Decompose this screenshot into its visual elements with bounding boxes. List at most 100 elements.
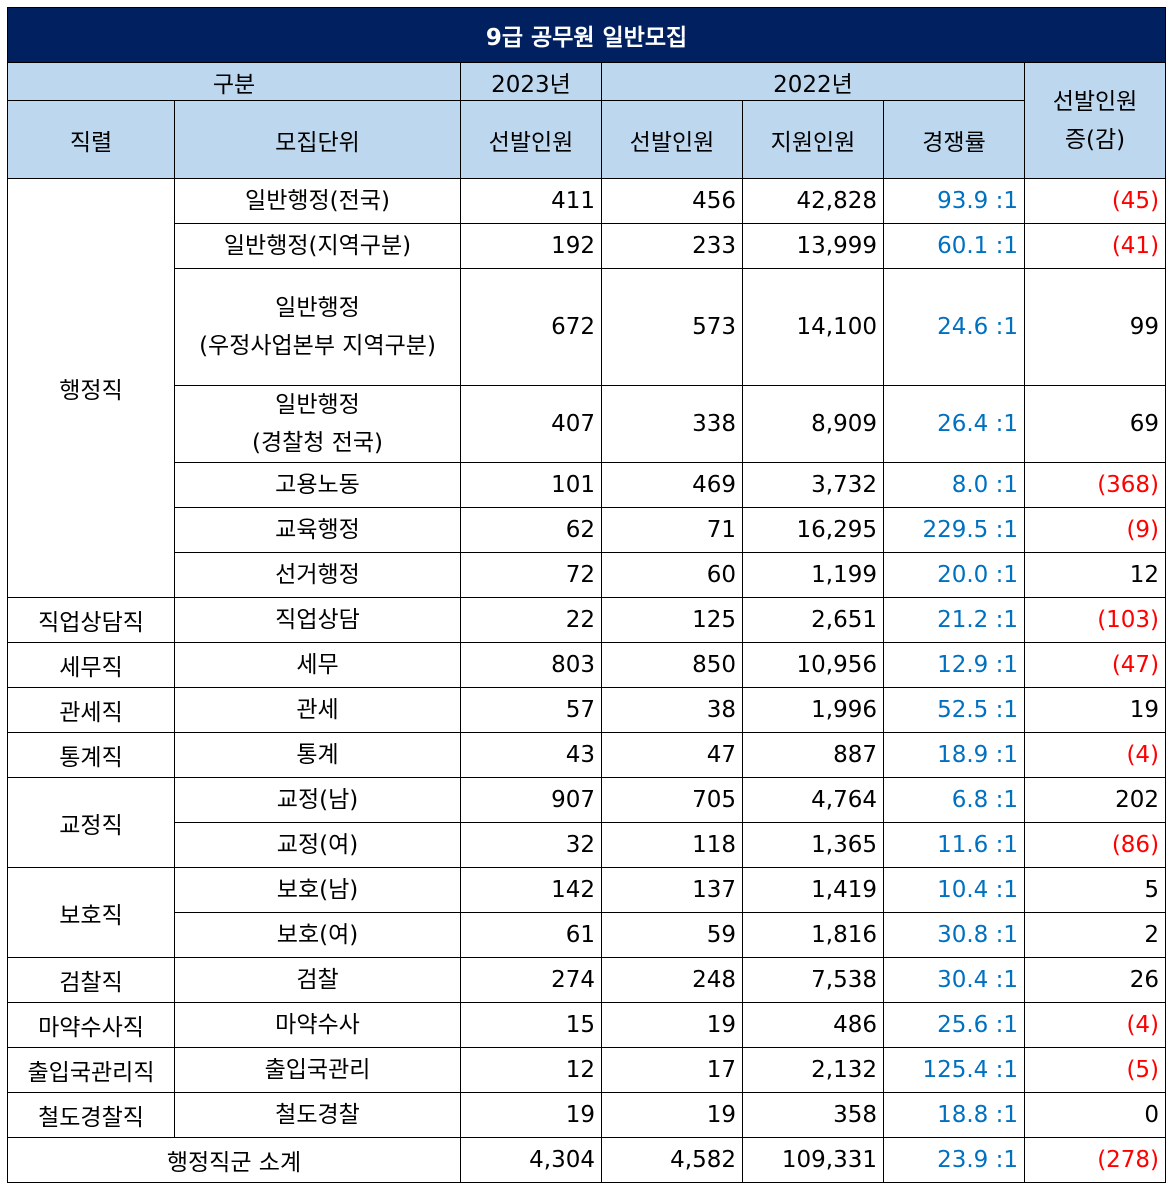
selected-2023-cell: 192	[460, 223, 602, 269]
job-series-cell: 관세직	[7, 687, 175, 733]
competition-cell: 11.6 :1	[883, 822, 1025, 868]
unit-cell: 직업상담	[174, 597, 461, 643]
selected-2022-cell: 118	[601, 822, 743, 868]
selected-2022-cell: 38	[601, 687, 743, 733]
unit-cell: 통계	[174, 732, 461, 778]
unit-cell: 철도경찰	[174, 1092, 461, 1138]
change-cell: (41)	[1023, 223, 1167, 269]
selected-2023-cell: 62	[460, 507, 602, 553]
selected-2022-cell: 59	[601, 912, 743, 958]
unit-cell: 교육행정	[174, 507, 461, 553]
change-cell: 202	[1023, 777, 1167, 823]
selected-2023-cell: 32	[460, 822, 602, 868]
table-row: 보호(여) 61 59 1,816 30.8 :1 2	[8, 912, 1167, 958]
competition-cell: 18.9 :1	[883, 732, 1025, 778]
job-series-cell: 마약수사직	[7, 1002, 175, 1048]
table-body: 행정직 일반행정(전국) 411 456 42,828 93.9 :1 (45) 일반행정(지…	[7, 178, 1167, 1138]
selected-2023-cell: 274	[460, 957, 602, 1003]
job-series-cell: 보호직	[7, 867, 175, 958]
table-title: 9급 공무원 일반모집	[6, 7, 1167, 63]
total-competition: 23.9 :1	[883, 1137, 1025, 1183]
header-year-2023: 2023년	[460, 62, 602, 101]
selected-2023-cell: 15	[460, 1002, 602, 1048]
table-row: 선거행정 72 60 1,199 20.0 :1 12	[8, 552, 1167, 598]
job-series-cell: 검찰직	[7, 957, 175, 1003]
competition-cell: 12.9 :1	[883, 642, 1025, 688]
change-cell: 12	[1023, 552, 1167, 598]
selected-2022-cell: 456	[601, 178, 743, 224]
change-cell: (45)	[1023, 178, 1167, 224]
selected-2022-cell: 17	[601, 1047, 743, 1093]
change-cell: (5)	[1023, 1047, 1167, 1093]
applicants-2022-cell: 7,538	[742, 957, 884, 1003]
competition-cell: 24.6 :1	[883, 268, 1025, 386]
unit-cell: 일반행정(지역구분)	[174, 223, 461, 269]
selected-2023-cell: 907	[460, 777, 602, 823]
applicants-2022-cell: 42,828	[742, 178, 884, 224]
unit-cell: 보호(여)	[174, 912, 461, 958]
competition-cell: 229.5 :1	[883, 507, 1025, 553]
applicants-2022-cell: 2,132	[742, 1047, 884, 1093]
competition-cell: 25.6 :1	[883, 1002, 1025, 1048]
table-row: 교정(여) 32 118 1,365 11.6 :1 (86)	[8, 822, 1167, 868]
applicants-2022-cell: 2,651	[742, 597, 884, 643]
unit-cell: 교정(남)	[174, 777, 461, 823]
change-cell: 26	[1023, 957, 1167, 1003]
selected-2023-cell: 19	[460, 1092, 602, 1138]
header-competition: 경쟁률	[883, 100, 1025, 179]
selected-2023-cell: 142	[460, 867, 602, 913]
applicants-2022-cell: 1,996	[742, 687, 884, 733]
selected-2023-cell: 22	[460, 597, 602, 643]
total-label: 행정직군 소계	[7, 1137, 461, 1183]
applicants-2022-cell: 13,999	[742, 223, 884, 269]
table-row: 세무직 세무 803 850 10,956 12.9 :1 (47)	[7, 642, 1167, 688]
selected-2023-cell: 101	[460, 462, 602, 508]
change-cell: 69	[1023, 385, 1167, 463]
table-row: 일반행정 (우정사업본부 지역구분) 672 573 14,100 24.6 :1 99	[8, 268, 1167, 386]
total-change: (278)	[1023, 1137, 1167, 1183]
unit-cell: 고용노동	[174, 462, 461, 508]
job-series-cell: 행정직	[7, 178, 175, 598]
total-selected-2023: 4,304	[460, 1137, 602, 1183]
selected-2022-cell: 338	[601, 385, 743, 463]
selected-2022-cell: 47	[601, 732, 743, 778]
unit-cell: 보호(남)	[174, 867, 461, 913]
header-applicants-2022: 지원인원	[742, 100, 884, 179]
header-unit: 모집단위	[174, 100, 461, 179]
applicants-2022-cell: 4,764	[742, 777, 884, 823]
table-row: 통계직 통계 43 47 887 18.9 :1 (4)	[7, 732, 1167, 778]
unit-cell: 출입국관리	[174, 1047, 461, 1093]
table-row: 고용노동 101 469 3,732 8.0 :1 (368)	[8, 462, 1167, 508]
table-row: 마약수사직 마약수사 15 19 486 25.6 :1 (4)	[7, 1002, 1167, 1048]
table-row: 보호직 보호(남) 142 137 1,419 10.4 :1 5	[7, 867, 1167, 958]
selected-2022-cell: 469	[601, 462, 743, 508]
competition-cell: 20.0 :1	[883, 552, 1025, 598]
table-row: 일반행정(지역구분) 192 233 13,999 60.1 :1 (41)	[8, 223, 1167, 269]
header-selected-2022: 선발인원	[601, 100, 743, 179]
applicants-2022-cell: 3,732	[742, 462, 884, 508]
competition-cell: 8.0 :1	[883, 462, 1025, 508]
applicants-2022-cell: 486	[742, 1002, 884, 1048]
competition-cell: 125.4 :1	[883, 1047, 1025, 1093]
selected-2023-cell: 12	[460, 1047, 602, 1093]
competition-cell: 26.4 :1	[883, 385, 1025, 463]
unit-cell: 검찰	[174, 957, 461, 1003]
unit-cell: 일반행정(전국)	[174, 178, 461, 224]
change-cell: 19	[1023, 687, 1167, 733]
applicants-2022-cell: 10,956	[742, 642, 884, 688]
unit-cell: 일반행정 (경찰청 전국)	[174, 385, 461, 463]
recruitment-table-container: 9급 공무원 일반모집 구분 2023년 2022년 선발인원 증(감) 직렬 …	[6, 7, 1167, 1183]
selected-2022-cell: 850	[601, 642, 743, 688]
header-job-series: 직렬	[7, 100, 175, 179]
applicants-2022-cell: 358	[742, 1092, 884, 1138]
unit-cell: 마약수사	[174, 1002, 461, 1048]
change-cell: 99	[1023, 268, 1167, 386]
change-cell: 0	[1023, 1092, 1167, 1138]
competition-cell: 93.9 :1	[883, 178, 1025, 224]
table-row: 철도경찰직 철도경찰 19 19 358 18.8 :1 0	[7, 1092, 1167, 1138]
table-row: 관세직 관세 57 38 1,996 52.5 :1 19	[7, 687, 1167, 733]
job-series-cell: 세무직	[7, 642, 175, 688]
change-cell: (4)	[1023, 1002, 1167, 1048]
job-series-cell: 철도경찰직	[7, 1092, 175, 1138]
competition-cell: 30.8 :1	[883, 912, 1025, 958]
